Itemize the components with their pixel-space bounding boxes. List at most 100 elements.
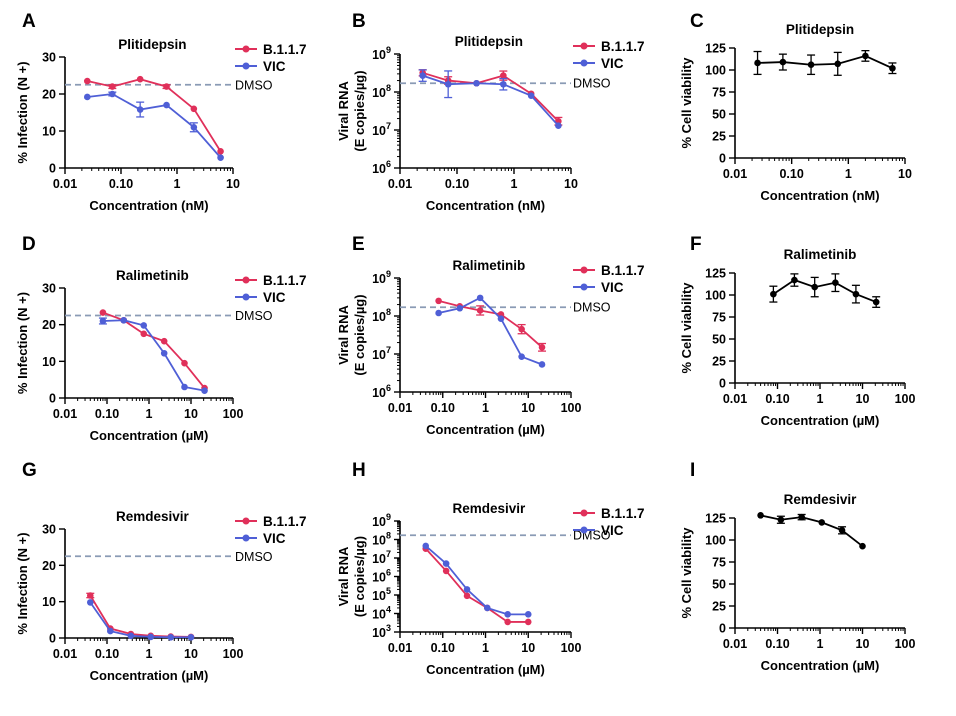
y-tick-label: 75 [712, 86, 726, 100]
x-tick-label: 10 [856, 637, 870, 651]
panel-g: G Remdesivir 0.01 0.10 1 10 100 0 10 20 30 Concentr… [15, 460, 307, 683]
data-point [757, 512, 764, 519]
data-point [456, 304, 464, 312]
x-tick-label: 0.10 [779, 167, 803, 181]
panel-d: D Ralimetinib 0.01 0.10 1 10 100 0 10 20 30 Concent… [15, 234, 307, 443]
legend-label: VIC [263, 290, 286, 305]
data-point [859, 542, 866, 550]
y-tick-label: 108 [372, 307, 391, 324]
y-tick-label: 107 [372, 121, 391, 138]
series-vic [83, 90, 224, 161]
x-tick-label: 1 [817, 637, 824, 651]
data-point [889, 64, 896, 72]
data-point [811, 283, 818, 291]
data-point [136, 106, 144, 113]
y-tick-label: 107 [372, 345, 391, 362]
data-point [838, 527, 846, 534]
data-point [86, 599, 94, 606]
dmso-label: DMSO [235, 309, 273, 323]
data-point [190, 124, 198, 131]
data-point [86, 592, 94, 599]
y-tick-label: 75 [712, 311, 726, 325]
data-point [167, 633, 175, 641]
data-point [518, 353, 525, 360]
panel-letter: H [352, 460, 366, 481]
x-tick-label: 0.01 [53, 407, 77, 421]
data-point [160, 337, 168, 345]
series-line [89, 601, 191, 639]
y-tick-label: 109 [372, 269, 391, 286]
data-point [500, 80, 507, 88]
panel-letter: G [22, 460, 37, 481]
x-tick-label: 10 [521, 641, 535, 655]
y-tick-label: 25 [712, 130, 726, 144]
panel-letter: A [22, 11, 36, 32]
data-point [163, 101, 170, 109]
data-point [181, 383, 188, 391]
chart-title: Plitidepsin [786, 22, 854, 37]
series-b117 [99, 309, 208, 392]
x-axis-label: Concentration (µM) [761, 413, 880, 428]
x-axis-label: Concentration (µM) [90, 668, 209, 683]
data-point [107, 627, 114, 635]
y-tick-label: 109 [372, 45, 391, 62]
x-tick-label: 10 [564, 177, 578, 191]
y-tick-label: 105 [372, 586, 391, 603]
data-point [163, 83, 170, 90]
legend-label: VIC [601, 523, 624, 538]
x-tick-label: 0.10 [765, 392, 789, 406]
chart-title: Ralimetinib [116, 268, 189, 283]
series-viability [753, 49, 897, 76]
data-point [538, 344, 546, 351]
dmso-label: DMSO [573, 301, 611, 315]
x-tick-label: 0.01 [53, 647, 77, 661]
x-tick-label: 0.10 [431, 641, 455, 655]
panel-letter: D [22, 234, 36, 255]
panel-a: A Plitidepsin 0.01 0.10 1 10 0 10 20 30 Concentrat… [15, 11, 307, 213]
y-tick-label: 10 [42, 595, 56, 609]
data-point [770, 290, 777, 298]
series-viability [757, 512, 866, 550]
dmso-label: DMSO [573, 77, 611, 91]
y-axis-label-units: (E copies/µg) [352, 70, 367, 151]
y-tick-label: 50 [712, 333, 726, 347]
x-axis-label: Concentration (µM) [426, 662, 545, 677]
y-axis-label: % Cell viability [679, 527, 694, 619]
data-point [555, 122, 562, 129]
x-tick-label: 10 [898, 167, 912, 181]
legend-label: VIC [263, 59, 286, 74]
data-point [834, 60, 842, 68]
panel-i: I Remdesivir 0.01 0.10 1 10 100 0 25 50 75 100 125 Co… [679, 460, 915, 673]
x-tick-label: 1 [482, 401, 489, 415]
series-vic [418, 69, 562, 129]
legend-swatch-marker [580, 509, 588, 517]
series-line [425, 548, 529, 623]
y-tick-label: 20 [42, 88, 56, 102]
x-tick-label: 100 [223, 407, 244, 421]
y-tick-label: 107 [372, 549, 391, 566]
data-point [818, 519, 826, 526]
x-tick-label: 0.10 [95, 407, 119, 421]
y-tick-label: 20 [42, 559, 56, 573]
data-point [160, 349, 168, 357]
panel-b: B Plitidepsin 0.01 0.10 1 10 106 107 108 109 Conce… [336, 11, 645, 213]
data-point [791, 276, 798, 284]
y-tick-label: 106 [372, 383, 391, 400]
series-vic [435, 294, 546, 368]
data-point [807, 61, 815, 69]
x-tick-label: 1 [174, 177, 181, 191]
series-line [87, 78, 222, 152]
data-point [524, 611, 532, 618]
data-point [872, 298, 880, 306]
x-tick-label: 0.10 [95, 647, 119, 661]
y-tick-label: 0 [719, 152, 726, 166]
x-tick-label: 0.01 [388, 177, 412, 191]
data-point [127, 632, 135, 640]
legend-swatch-marker [580, 266, 588, 274]
y-tick-label: 10 [42, 125, 56, 139]
y-axis-label: % Cell viability [679, 282, 694, 374]
y-tick-label: 25 [712, 600, 726, 614]
y-tick-label: 0 [719, 377, 726, 391]
x-tick-label: 10 [521, 401, 535, 415]
